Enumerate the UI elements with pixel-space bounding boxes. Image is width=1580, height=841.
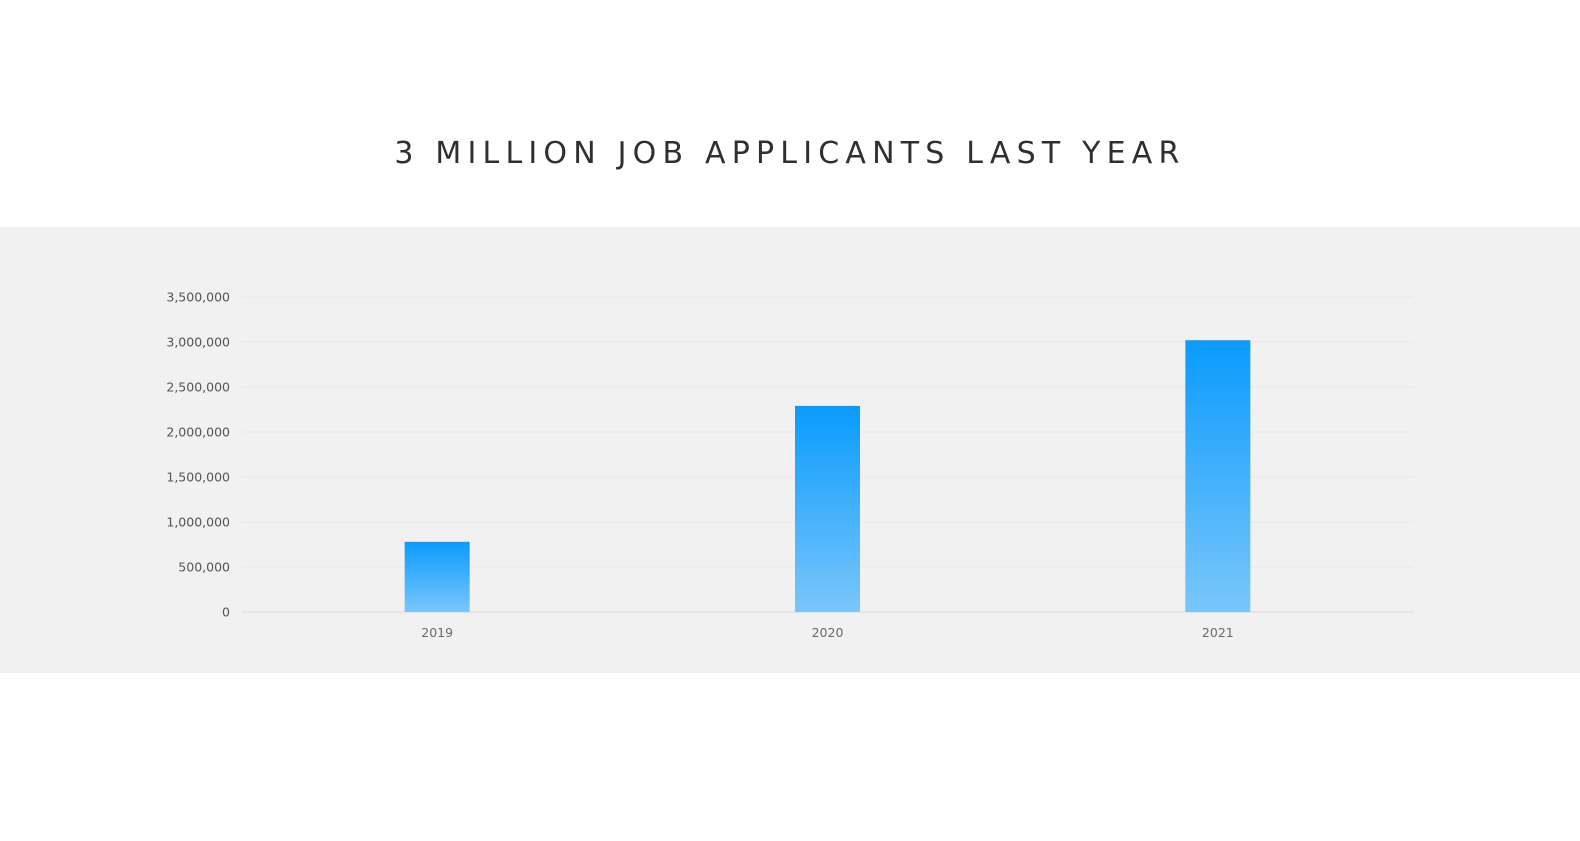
y-tick-label: 3,000,000 — [166, 335, 230, 350]
bar-2020 — [795, 405, 860, 612]
y-tick-label: 3,500,000 — [166, 290, 230, 305]
y-tick-label: 1,500,000 — [166, 470, 230, 485]
y-tick-label: 2,000,000 — [166, 425, 230, 440]
y-tick-label: 1,000,000 — [166, 515, 230, 530]
x-category-label: 2019 — [421, 625, 453, 640]
x-category-label: 2021 — [1202, 625, 1234, 640]
x-axis-category-labels: 2019 2020 2021 — [421, 625, 1233, 640]
bar-2019 — [404, 541, 470, 612]
y-tick-label: 0 — [222, 605, 230, 620]
bars — [404, 340, 1251, 612]
y-axis-tick-labels: 0 500,000 1,000,000 1,500,000 2,000,000 2,500… — [166, 290, 230, 620]
chart-headline: 3 MILLION JOB APPLICANTS LAST YEAR — [394, 136, 1186, 171]
chart-band: 0 500,000 1,000,000 1,500,000 2,000,000 2,500… — [0, 227, 1580, 673]
y-tick-label: 2,500,000 — [166, 380, 230, 395]
bar-chart: 0 500,000 1,000,000 1,500,000 2,000,000 2,500… — [166, 290, 1413, 640]
bar-2021 — [1185, 340, 1251, 612]
y-tick-label: 500,000 — [178, 560, 230, 575]
x-category-label: 2020 — [812, 625, 844, 640]
